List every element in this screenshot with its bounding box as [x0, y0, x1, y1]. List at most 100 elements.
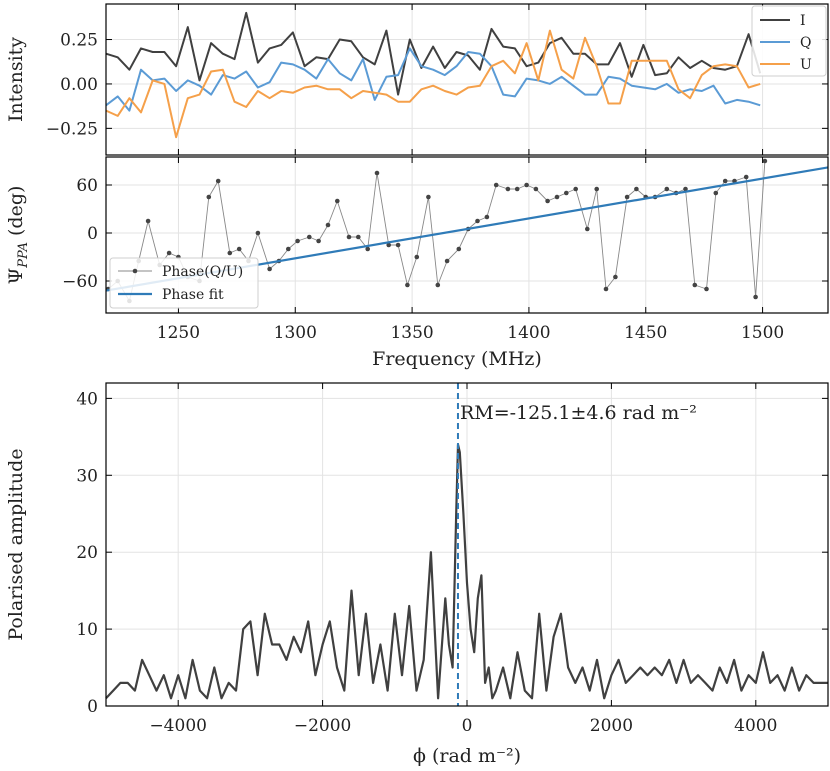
- phase-point: [215, 178, 221, 184]
- rm-xtick-label: 0: [462, 716, 473, 736]
- phase-point: [444, 258, 450, 264]
- phase-point: [435, 282, 441, 288]
- phase-point: [613, 274, 618, 280]
- intensity-ytick-label: 0.25: [60, 31, 98, 51]
- phase-ytick-label: −60: [62, 272, 98, 292]
- phase-point: [692, 282, 698, 288]
- phase-xtick-label: 1350: [390, 323, 433, 343]
- phase-legend: Phase(Q/U) Phase fit: [109, 257, 259, 309]
- legend-label-u: U: [800, 57, 812, 73]
- phase-xtick-label: 1250: [157, 323, 200, 343]
- intensity-series-i: [105, 11, 762, 96]
- phase-xtick-label: 1450: [624, 323, 667, 343]
- phase-panel: 60 0 −60 1250 1300 1350 1400 1450 1500 Frequency …: [5, 157, 828, 370]
- phase-point: [325, 222, 331, 228]
- rm-ytick-label: 10: [76, 620, 98, 640]
- phase-point: [585, 226, 590, 232]
- phase-xtick-label: 1500: [741, 323, 784, 343]
- rm-ylabel: Polarised amplitude: [5, 448, 27, 640]
- phase-point: [533, 186, 539, 192]
- phase-point: [356, 234, 361, 240]
- rm-ytick-label: 40: [76, 389, 98, 409]
- intensity-ytick-label: −0.25: [46, 119, 98, 139]
- phase-point: [316, 238, 321, 244]
- phase-point: [206, 194, 212, 200]
- rm-ytick-label: 20: [76, 543, 98, 563]
- phase-point: [514, 186, 520, 192]
- phase-frame: [105, 156, 829, 314]
- phase-point: [374, 170, 380, 176]
- phase-point: [603, 286, 609, 292]
- legend-swatch-phase-marker: [132, 268, 138, 274]
- intensity-frame: [105, 3, 829, 156]
- phase-ytick-label: 60: [76, 176, 98, 196]
- phase-point: [484, 214, 490, 220]
- phase-point: [704, 286, 709, 292]
- phase-point: [166, 250, 172, 256]
- phase-point: [227, 250, 233, 256]
- phase-point: [335, 198, 340, 204]
- intensity-legend: IQU: [751, 5, 827, 77]
- phase-point: [683, 186, 688, 192]
- phase-point: [267, 266, 272, 272]
- intensity-ytick-label: 0.00: [60, 75, 98, 95]
- intensity-ylabel: Intensity: [5, 37, 27, 122]
- phase-point: [255, 230, 261, 236]
- phase-point: [405, 282, 410, 288]
- phase-ylabel: ΨPPA (deg): [5, 186, 31, 285]
- phase-xtick-label: 1400: [507, 323, 550, 343]
- intensity-series-u: [105, 29, 761, 139]
- rm-xlabel: ϕ (rad m⁻²): [413, 745, 521, 767]
- phase-point: [493, 182, 499, 188]
- phase-xlabel: Frequency (MHz): [372, 348, 542, 370]
- phase-point: [564, 190, 569, 196]
- phase-point: [456, 246, 462, 252]
- rm-ytick-label: 0: [87, 697, 98, 717]
- phase-point: [236, 246, 242, 252]
- phase-point: [753, 294, 758, 300]
- phase-point: [395, 242, 401, 248]
- legend-label-phase: Phase(Q/U): [162, 264, 243, 280]
- phase-point: [594, 186, 599, 192]
- phase-legend-box: [109, 257, 259, 309]
- phase-point: [386, 242, 392, 248]
- phase-point: [346, 234, 352, 240]
- intensity-panel: 0.25 0.00 −0.25 Intensity IQU: [5, 4, 828, 155]
- phase-point: [365, 246, 371, 252]
- phase-point: [505, 186, 511, 192]
- phase-xtick-label: 1300: [274, 323, 317, 343]
- phase-point: [713, 190, 719, 196]
- rm-xtick-label: −2000: [294, 716, 352, 736]
- phase-point: [475, 218, 480, 224]
- phase-point: [307, 234, 312, 240]
- rm-xtick-label: −4000: [149, 716, 207, 736]
- legend-label-q: Q: [800, 35, 811, 51]
- legend-label-fit: Phase fit: [162, 287, 224, 303]
- phase-point: [762, 158, 768, 164]
- rm-xtick-label: 2000: [590, 716, 633, 736]
- phase-point: [524, 182, 529, 188]
- phase-point: [414, 254, 420, 260]
- intensity-series-q: [105, 47, 761, 112]
- legend-label-i: I: [800, 13, 806, 29]
- phase-point: [664, 186, 670, 192]
- phase-point: [743, 174, 749, 180]
- phase-point: [545, 198, 550, 204]
- rm-frame: [105, 382, 829, 707]
- phase-point: [634, 186, 639, 192]
- rm-ytick-label: 30: [76, 466, 98, 486]
- phase-point: [573, 186, 578, 192]
- rm-panel: RM=-125.1±4.6 rad m⁻² 0 10 20 30 40 −4000 −2000…: [5, 383, 828, 767]
- rm-xtick-label: 4000: [734, 716, 777, 736]
- phase-point: [145, 218, 151, 224]
- phase-point: [554, 194, 560, 200]
- phase-point: [722, 178, 728, 184]
- rm-annotation: RM=-125.1±4.6 rad m⁻²: [460, 402, 697, 424]
- phase-ytick-label: 0: [87, 224, 98, 244]
- phase-point: [624, 194, 630, 200]
- phase-point: [295, 238, 300, 244]
- phase-point: [286, 246, 291, 252]
- rm-spectrum-line: [105, 443, 828, 700]
- phase-point: [426, 194, 431, 200]
